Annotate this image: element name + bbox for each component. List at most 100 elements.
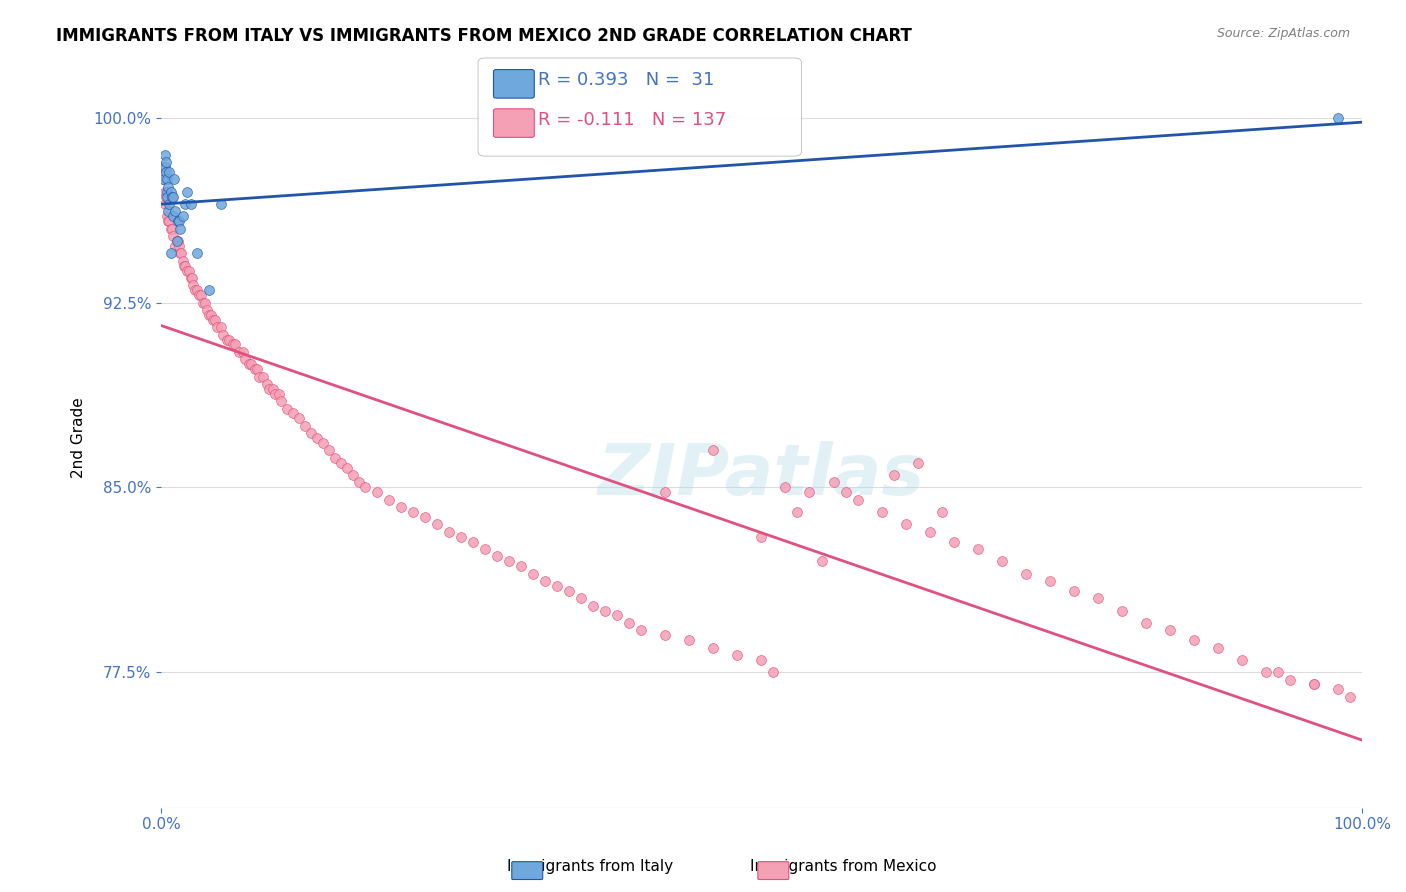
Point — [498, 554, 520, 568]
Point — [212, 327, 235, 342]
Text: Immigrants from Italy: Immigrants from Italy — [508, 859, 673, 874]
Point — [883, 468, 905, 483]
Point — [246, 362, 269, 376]
Point — [159, 221, 181, 235]
Point — [288, 411, 311, 425]
Point — [312, 436, 335, 450]
Point — [191, 295, 214, 310]
Point — [378, 492, 401, 507]
Point — [228, 344, 250, 359]
Point — [240, 357, 263, 371]
Point — [463, 534, 485, 549]
Point — [156, 210, 179, 224]
Point — [276, 401, 298, 416]
Point — [846, 492, 869, 507]
Point — [172, 253, 194, 268]
Point — [1327, 682, 1350, 697]
Point — [894, 517, 917, 532]
Point — [342, 468, 364, 483]
Point — [389, 500, 412, 514]
Point — [546, 579, 568, 593]
Point — [775, 480, 797, 494]
Point — [654, 628, 676, 642]
Point — [243, 362, 266, 376]
Point — [152, 172, 174, 186]
Point — [186, 246, 208, 260]
Point — [990, 554, 1012, 568]
Point — [1327, 111, 1350, 125]
Point — [751, 653, 773, 667]
Point — [194, 295, 217, 310]
Point — [180, 271, 202, 285]
Point — [318, 443, 340, 458]
Point — [176, 185, 198, 199]
Point — [1015, 566, 1038, 581]
Point — [153, 147, 176, 161]
Point — [190, 288, 212, 302]
Point — [170, 246, 193, 260]
Point — [762, 665, 785, 680]
Point — [167, 239, 190, 253]
Point — [172, 210, 194, 224]
Point — [931, 505, 953, 519]
Point — [786, 505, 808, 519]
Point — [534, 574, 557, 588]
Point — [1303, 677, 1326, 691]
Text: R = 0.393   N =  31: R = 0.393 N = 31 — [538, 71, 714, 89]
Point — [1267, 665, 1289, 680]
Point — [522, 566, 544, 581]
Point — [174, 259, 197, 273]
Point — [165, 239, 187, 253]
Point — [162, 189, 184, 203]
Point — [1159, 624, 1181, 638]
Point — [204, 313, 226, 327]
Point — [1230, 653, 1253, 667]
Point — [200, 308, 222, 322]
Point — [1254, 665, 1277, 680]
Point — [299, 426, 322, 441]
Point — [157, 179, 180, 194]
Point — [256, 376, 278, 391]
Point — [402, 505, 425, 519]
Point — [834, 485, 856, 500]
Point — [366, 485, 388, 500]
Point — [702, 640, 724, 655]
Point — [157, 204, 180, 219]
Point — [582, 599, 605, 613]
Point — [330, 456, 353, 470]
Point — [157, 197, 180, 211]
Point — [305, 431, 328, 445]
Point — [198, 283, 221, 297]
Point — [426, 517, 449, 532]
Point — [198, 308, 221, 322]
Point — [918, 524, 941, 539]
Point — [159, 246, 181, 260]
Point — [176, 263, 198, 277]
Point — [1278, 673, 1301, 687]
Point — [1339, 690, 1361, 704]
Point — [678, 633, 700, 648]
Point — [183, 283, 205, 297]
Point — [474, 541, 496, 556]
Point — [799, 485, 821, 500]
Point — [169, 221, 191, 235]
Point — [188, 288, 211, 302]
Point — [233, 352, 256, 367]
Point — [177, 263, 200, 277]
Point — [157, 165, 180, 179]
Point — [942, 534, 965, 549]
Point — [1111, 603, 1133, 617]
Point — [1135, 615, 1157, 630]
Point — [437, 524, 460, 539]
Point — [209, 197, 232, 211]
Point — [153, 185, 176, 199]
Point — [153, 160, 176, 174]
Text: Source: ZipAtlas.com: Source: ZipAtlas.com — [1216, 27, 1350, 40]
Point — [262, 382, 284, 396]
Point — [1087, 591, 1109, 606]
Text: R = -0.111   N = 137: R = -0.111 N = 137 — [538, 111, 727, 128]
Point — [156, 189, 179, 203]
Point — [966, 541, 988, 556]
Point — [156, 172, 179, 186]
Point — [238, 357, 260, 371]
